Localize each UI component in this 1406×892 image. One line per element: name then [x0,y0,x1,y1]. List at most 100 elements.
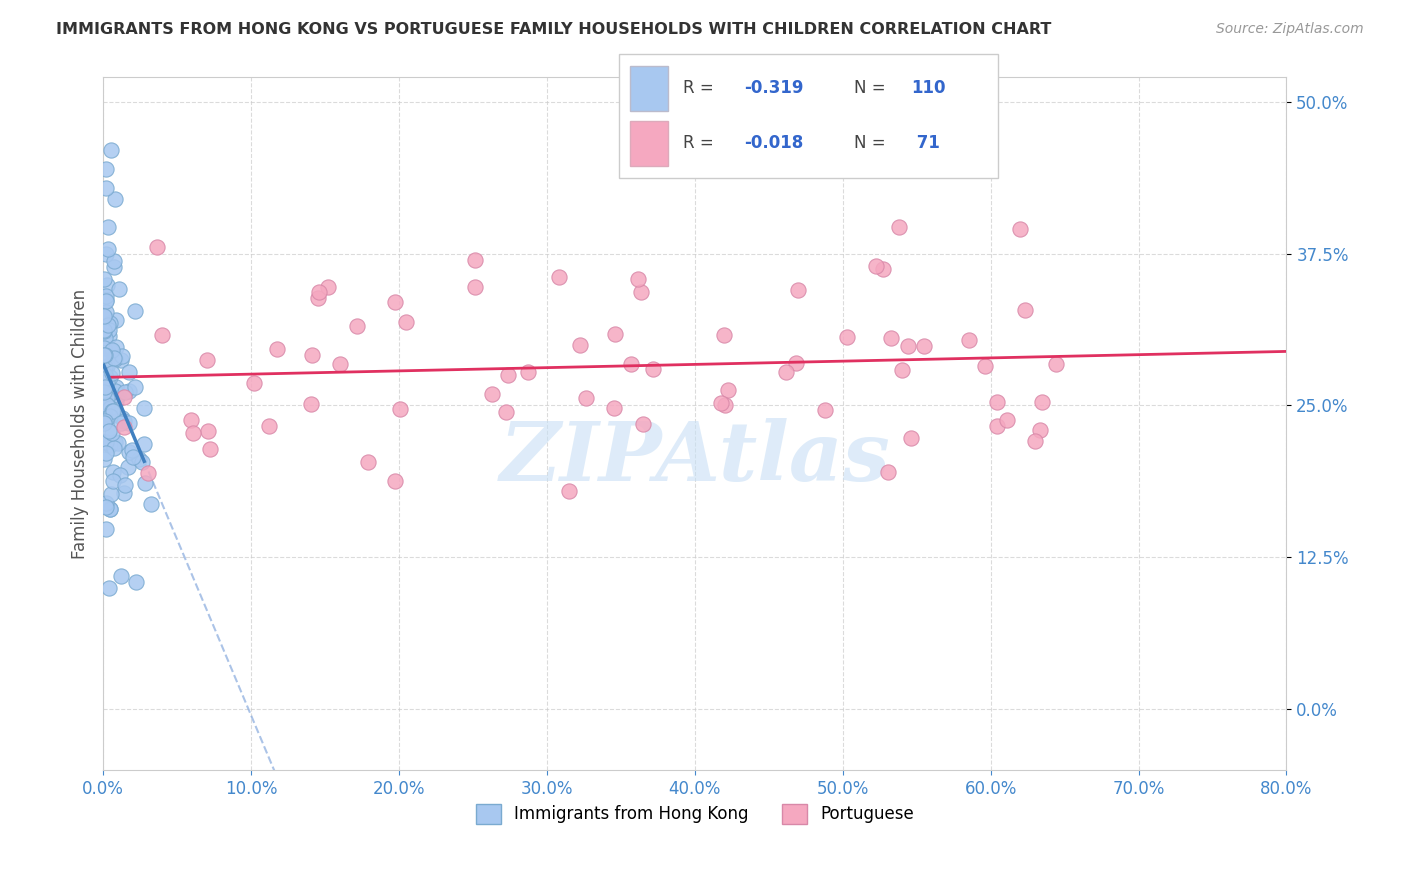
Y-axis label: Family Households with Children: Family Households with Children [72,289,89,558]
Point [93,341,115,355]
Point [388,402,411,417]
Point [93,386,115,401]
Point [103,253,125,268]
Point [973,359,995,373]
Point [100,343,122,357]
Point [93,272,115,286]
Point [299,396,322,410]
Point [94,288,117,302]
Point [96,392,118,406]
Point [93,331,115,345]
Point [93,384,115,399]
Point [548,269,571,284]
Point [879,331,901,345]
Point [897,339,920,353]
Point [124,380,146,394]
Point [117,459,139,474]
Point [110,353,132,368]
Point [1024,434,1046,449]
Point [101,425,124,440]
Point [713,327,735,342]
Point [94,414,117,428]
Legend: Immigrants from Hong Kong, Portuguese: Immigrants from Hong Kong, Portuguese [475,804,914,824]
Point [101,474,124,488]
Point [98,329,121,343]
Point [103,441,125,455]
Point [100,403,122,417]
Point [865,259,887,273]
Point [103,435,125,450]
Point [787,283,810,297]
Text: ZIPAtlas: ZIPAtlas [499,418,890,499]
Point [94,379,117,393]
Point [108,282,131,296]
Point [98,502,121,516]
Point [785,356,807,370]
Point [180,413,202,427]
Point [900,430,922,444]
Point [110,411,132,425]
Point [94,305,117,319]
Point [357,454,380,468]
Point [134,401,156,416]
Point [259,418,281,433]
Point [1045,357,1067,371]
Point [643,362,665,376]
Point [150,328,173,343]
Point [98,317,121,331]
Point [627,271,650,285]
Point [93,365,115,379]
Point [1029,423,1052,437]
Point [481,387,503,401]
Point [558,484,581,499]
Text: N =: N = [853,79,891,97]
Point [93,366,115,380]
Point [104,341,127,355]
Point [105,312,128,326]
Point [814,403,837,417]
Point [717,383,740,397]
Point [890,363,912,377]
FancyBboxPatch shape [619,54,998,178]
Point [301,348,323,362]
Point [114,385,136,400]
Text: IMMIGRANTS FROM HONG KONG VS PORTUGUESE FAMILY HOUSEHOLDS WITH CHILDREN CORRELAT: IMMIGRANTS FROM HONG KONG VS PORTUGUESE … [56,22,1052,37]
Point [134,476,156,491]
Point [94,496,117,510]
Point [128,452,150,467]
Point [93,412,115,426]
Point [114,477,136,491]
Point [124,304,146,318]
Point [93,417,115,431]
Point [104,192,127,206]
Point [110,568,132,582]
Point [986,418,1008,433]
Point [316,280,339,294]
Point [464,253,486,268]
Point [266,342,288,356]
Point [98,502,121,516]
Point [108,468,131,483]
Point [94,247,117,261]
Point [93,452,115,467]
Point [94,368,117,382]
Text: N =: N = [853,135,891,153]
Point [98,401,121,416]
Point [97,242,120,256]
Point [98,437,121,451]
FancyBboxPatch shape [630,121,668,166]
Point [146,240,169,254]
Point [957,333,980,347]
FancyBboxPatch shape [630,66,668,111]
Point [98,369,121,384]
Point [93,323,115,337]
Point [111,349,134,363]
Point [181,425,204,440]
Point [103,351,125,365]
Point [118,416,141,430]
Point [384,295,406,310]
Point [93,324,115,338]
Point [94,500,117,514]
Point [93,360,115,375]
Point [93,409,115,424]
